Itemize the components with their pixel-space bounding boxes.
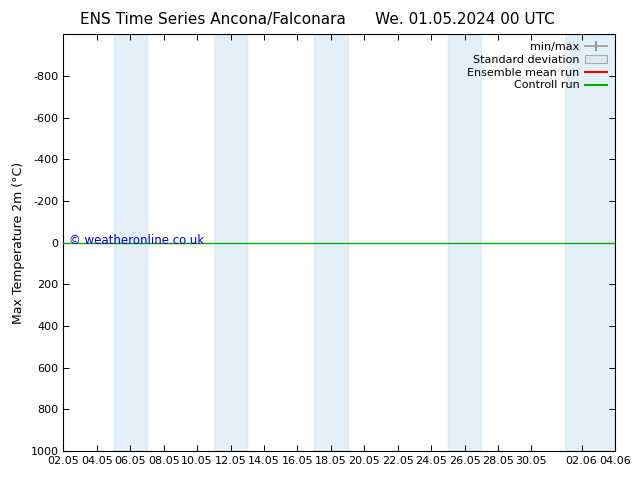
Text: ENS Time Series Ancona/Falconara      We. 01.05.2024 00 UTC: ENS Time Series Ancona/Falconara We. 01.… <box>80 12 554 27</box>
Bar <box>565 34 615 451</box>
Bar <box>113 34 147 451</box>
Legend: min/max, Standard deviation, Ensemble mean run, Controll run: min/max, Standard deviation, Ensemble me… <box>465 40 609 93</box>
Text: © weatheronline.co.uk: © weatheronline.co.uk <box>69 234 204 247</box>
Bar <box>448 34 481 451</box>
Bar <box>314 34 347 451</box>
Y-axis label: Max Temperature 2m (°C): Max Temperature 2m (°C) <box>12 162 25 323</box>
Bar <box>214 34 247 451</box>
